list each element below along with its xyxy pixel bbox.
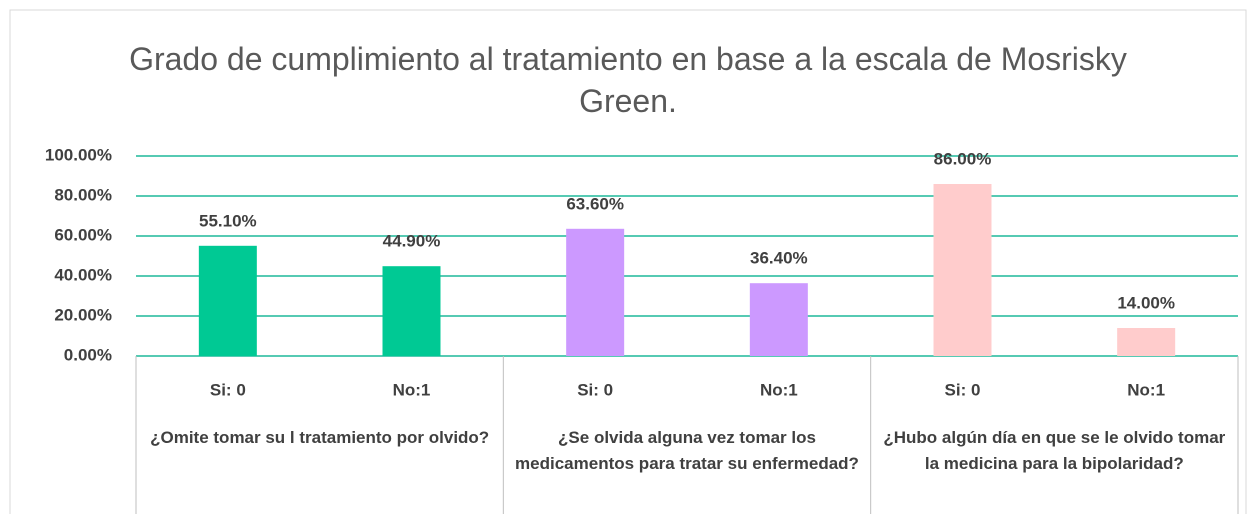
bar <box>749 283 808 356</box>
x-tick-label: No:1 <box>760 380 798 399</box>
bar <box>198 245 257 356</box>
x-tick-label: Si: 0 <box>210 380 246 399</box>
value-label: 63.60% <box>566 194 624 213</box>
x-tick-label: No:1 <box>393 380 431 399</box>
bar <box>933 184 992 356</box>
value-label: 86.00% <box>934 149 992 168</box>
bar <box>1117 328 1176 356</box>
x-tick-label: Si: 0 <box>577 380 613 399</box>
y-tick-label: 80.00% <box>54 185 112 204</box>
bar <box>382 266 441 356</box>
value-label: 14.00% <box>1117 293 1175 312</box>
y-tick-label: 60.00% <box>54 225 112 244</box>
y-tick-label: 40.00% <box>54 265 112 284</box>
bar <box>566 228 625 356</box>
group-label: ¿Hubo algún día en que se le olvido toma… <box>883 428 1226 473</box>
y-tick-label: 0.00% <box>64 345 112 364</box>
value-label: 44.90% <box>383 232 441 251</box>
chart-border <box>9 9 1247 514</box>
y-tick-label: 20.00% <box>54 305 112 324</box>
group-label: ¿Se olvida alguna vez tomar los medicame… <box>515 428 859 473</box>
value-label: 55.10% <box>199 211 257 230</box>
x-tick-label: Si: 0 <box>945 380 981 399</box>
value-label: 36.40% <box>750 249 808 268</box>
group-label: ¿Omite tomar su l tratamiento por olvido… <box>150 428 490 447</box>
chart-title: Grado de cumplimiento al tratamiento en … <box>129 41 1127 119</box>
x-tick-label: No:1 <box>1127 380 1165 399</box>
y-tick-label: 100.00% <box>45 145 112 164</box>
